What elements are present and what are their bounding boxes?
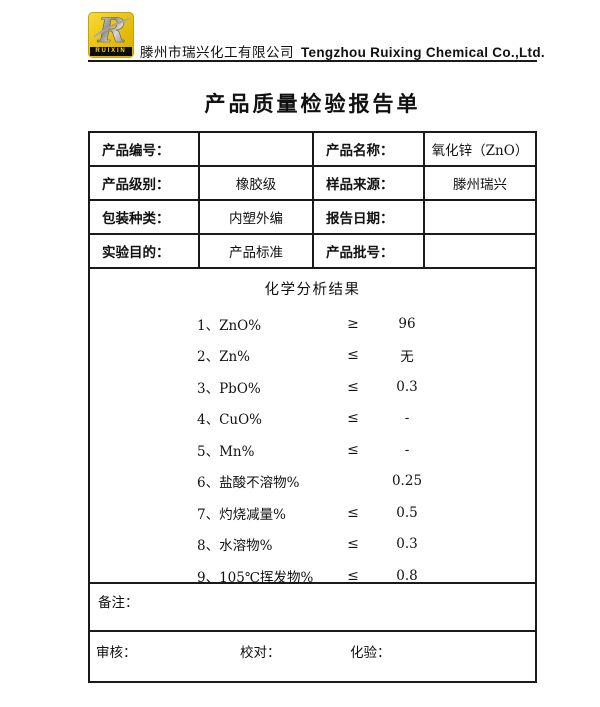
company-name-english: Tengzhou Ruixing Chemical Co.,Ltd. [301,45,545,60]
analysis-item-value: 0.3 [396,536,418,553]
batch-no-value [425,235,535,269]
test-purpose-value: 产品标准 [200,235,314,269]
signatures-row: 审核： 校对： 化验： [90,632,535,681]
analysis-item-operator: ≤ [347,567,359,584]
analysis-item-value: 0.5 [396,504,418,521]
analysis-item-operator: ≤ [347,441,359,458]
packing-type-value: 内塑外编 [200,201,314,235]
info-grid: 产品编号： 产品名称： 氧化锌（ZnO） 产品级别： 橡胶级 样品来源： 滕州瑞… [90,133,535,269]
analysis-item-operator: ≤ [347,410,359,427]
analysis-row-cuo: 4、CuO% ≤ - [90,403,535,435]
product-grade-label: 产品级别： [90,167,200,201]
test-purpose-label: 实验目的： [90,235,200,269]
proofread-label: 校对： [240,645,281,661]
analysis-row-volatile-105c: 9、105℃挥发物% ≤ 0.8 [90,560,535,592]
analysis-row-zn: 2、Zn% ≤ 无 [90,340,535,372]
logo-brand-text: RUIXIN [90,47,132,56]
batch-no-label: 产品批号： [314,235,425,269]
analysis-item-value: 0.8 [396,567,418,584]
product-no-label: 产品编号： [90,133,200,167]
sample-source-label: 样品来源： [314,167,425,201]
product-name-label: 产品名称： [314,133,425,167]
analysis-item-name: 8、水溶物% [197,538,273,555]
analysis-items: 1、ZnO% ≥ 96 2、Zn% ≤ 无 3、PbO% ≤ 0.3 4、CuO… [90,308,535,592]
analysis-row-zno: 1、ZnO% ≥ 96 [90,308,535,340]
ruixin-logo-icon: R RUIXIN [88,11,134,58]
analysis-item-operator: ≤ [347,504,359,521]
analysis-row-ignition-loss: 7、灼烧减量% ≤ 0.5 [90,497,535,529]
analysis-row-water-soluble: 8、水溶物% ≤ 0.3 [90,529,535,561]
review-label: 审核： [96,645,137,661]
analysis-section: 化学分析结果 1、ZnO% ≥ 96 2、Zn% ≤ 无 3、PbO% ≤ 0.… [90,269,535,586]
analysis-row-pbo: 3、PbO% ≤ 0.3 [90,371,535,403]
product-grade-value: 橡胶级 [200,167,314,201]
remarks-row: 备注： [90,584,535,632]
svg-text:R: R [97,11,126,49]
analysis-item-operator: ≥ [347,315,359,332]
company-name: 滕州市瑞兴化工有限公司 Tengzhou Ruixing Chemical Co… [140,41,545,61]
report-date-label: 报告日期： [314,201,425,235]
analysis-item-name: 4、CuO% [197,412,263,429]
product-no-value [200,133,314,167]
analysis-item-value: 0.25 [391,473,423,490]
analysis-item-value: - [404,441,410,458]
analysis-item-name: 5、Mn% [197,443,255,460]
report-date-value [425,201,535,235]
analysis-item-name: 1、ZnO% [197,317,262,334]
analysis-item-operator: ≤ [347,347,359,364]
analysis-item-name: 3、PbO% [197,380,261,397]
analysis-section-title: 化学分析结果 [264,282,361,298]
company-name-chinese: 滕州市瑞兴化工有限公司 [140,45,294,61]
analysis-item-value: 无 [400,349,414,366]
remarks-label: 备注： [98,595,139,611]
analysis-item-operator: ≤ [347,536,359,553]
logo-r-glyph-icon: R [93,11,131,49]
packing-type-label: 包装种类： [90,201,200,235]
analysis-item-name: 9、105℃挥发物% [197,569,314,586]
product-name-value: 氧化锌（ZnO） [425,133,535,167]
assay-label: 化验： [350,645,391,661]
analysis-item-value: 96 [398,315,416,332]
analysis-item-name: 7、灼烧减量% [197,506,286,523]
page-title: 产品质量检验报告单 [204,93,421,116]
analysis-item-operator: ≤ [347,378,359,395]
header-divider [88,60,537,62]
analysis-item-name: 6、盐酸不溶物% [197,475,300,492]
analysis-item-value: 0.3 [396,378,418,395]
analysis-row-hcl-insoluble: 6、盐酸不溶物% 0.25 [90,466,535,498]
analysis-row-mn: 5、Mn% ≤ - [90,434,535,466]
report-table: 产品编号： 产品名称： 氧化锌（ZnO） 产品级别： 橡胶级 样品来源： 滕州瑞… [88,131,537,683]
analysis-item-name: 2、Zn% [197,349,250,366]
analysis-item-value: - [404,410,410,427]
sample-source-value: 滕州瑞兴 [425,167,535,201]
